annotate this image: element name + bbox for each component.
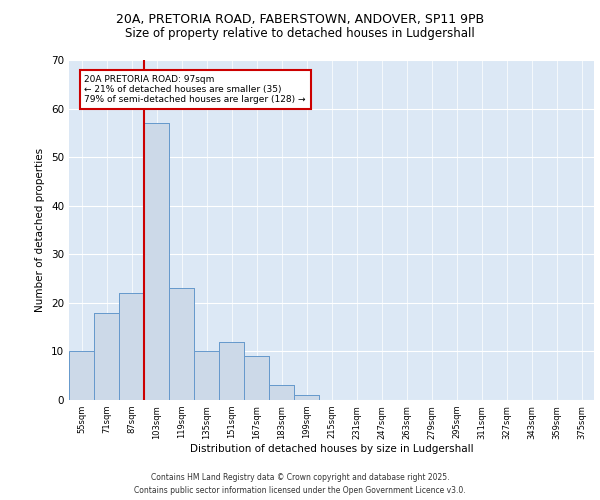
Bar: [144, 123, 169, 400]
Bar: [294, 395, 319, 400]
Text: Contains HM Land Registry data © Crown copyright and database right 2025.
Contai: Contains HM Land Registry data © Crown c…: [134, 474, 466, 495]
Bar: [244, 356, 269, 400]
Bar: [194, 352, 219, 400]
Bar: [69, 352, 94, 400]
Bar: [94, 312, 119, 400]
Bar: [294, 395, 319, 400]
Text: Size of property relative to detached houses in Ludgershall: Size of property relative to detached ho…: [125, 28, 475, 40]
Bar: [169, 288, 194, 400]
Bar: [244, 356, 269, 400]
Text: 20A, PRETORIA ROAD, FABERSTOWN, ANDOVER, SP11 9PB: 20A, PRETORIA ROAD, FABERSTOWN, ANDOVER,…: [116, 12, 484, 26]
Bar: [194, 352, 219, 400]
Bar: [269, 386, 294, 400]
Text: 20A PRETORIA ROAD: 97sqm
← 21% of detached houses are smaller (35)
79% of semi-d: 20A PRETORIA ROAD: 97sqm ← 21% of detach…: [85, 74, 306, 104]
Bar: [219, 342, 244, 400]
Bar: [119, 293, 144, 400]
Bar: [144, 123, 169, 400]
Y-axis label: Number of detached properties: Number of detached properties: [35, 148, 46, 312]
Bar: [219, 342, 244, 400]
Bar: [119, 293, 144, 400]
Bar: [94, 312, 119, 400]
X-axis label: Distribution of detached houses by size in Ludgershall: Distribution of detached houses by size …: [190, 444, 473, 454]
Bar: [69, 352, 94, 400]
Bar: [269, 386, 294, 400]
Bar: [169, 288, 194, 400]
